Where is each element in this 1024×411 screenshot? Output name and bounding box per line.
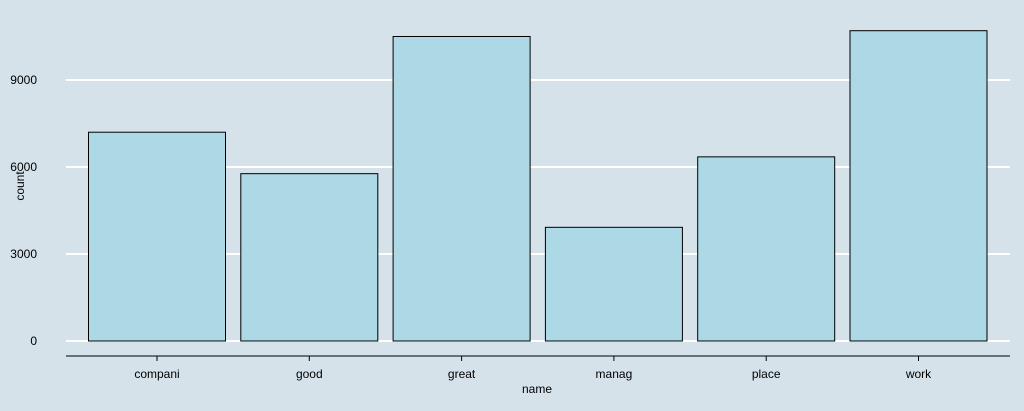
bar-good: [240, 173, 379, 342]
bar-great: [392, 36, 531, 342]
x-ticks: compani good great manag place work: [134, 356, 932, 381]
bar-work: [849, 30, 988, 342]
y-axis-title: count: [13, 171, 27, 201]
x-tick-label: work: [905, 367, 932, 381]
y-tick-label: 3000: [10, 247, 37, 261]
bar-compani: [88, 131, 226, 342]
x-tick-label: compani: [134, 367, 179, 381]
bar-place: [697, 156, 836, 342]
y-tick-label: 9000: [10, 73, 37, 87]
bars: [88, 30, 988, 342]
x-axis-title: name: [522, 382, 552, 396]
x-tick-label: good: [296, 367, 323, 381]
x-tick-label: great: [448, 367, 476, 381]
x-tick-label: place: [752, 367, 781, 381]
y-tick-label: 0: [30, 334, 37, 348]
y-tick-labels: 0 3000 6000 9000: [10, 73, 37, 348]
bar-manag: [544, 226, 683, 342]
y-tick-label: 6000: [10, 160, 37, 174]
x-tick-label: manag: [596, 367, 633, 381]
